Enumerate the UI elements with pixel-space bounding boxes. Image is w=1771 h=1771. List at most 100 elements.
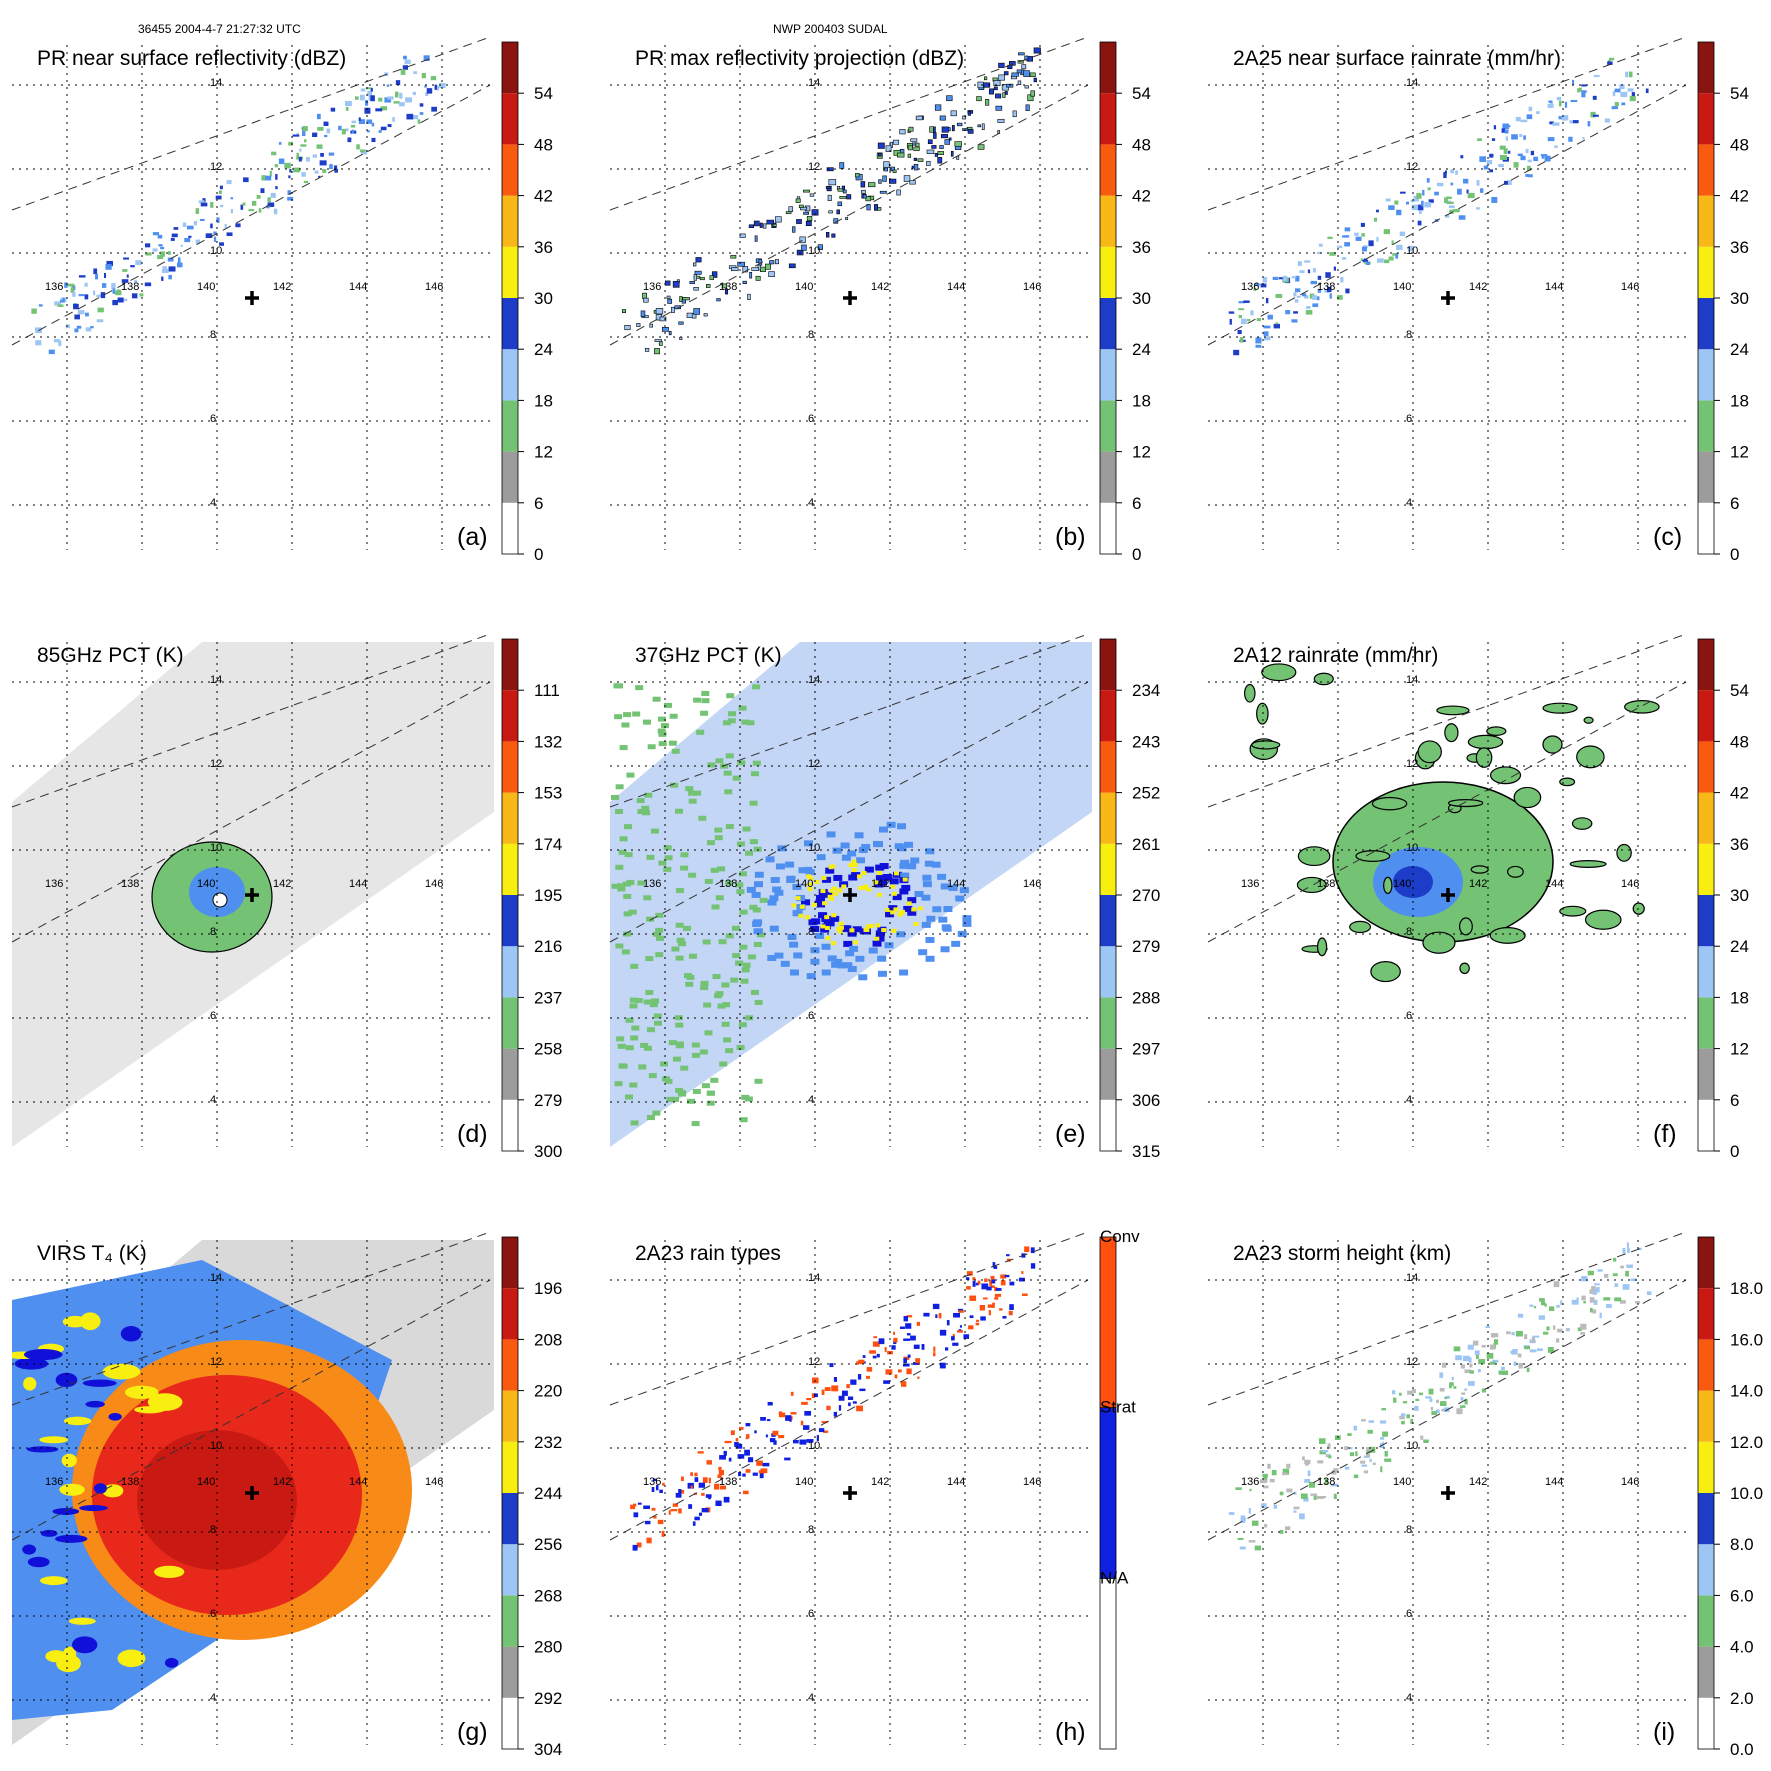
lon-label: 144 bbox=[1545, 1476, 1563, 1488]
colorbar-tick-label: 36 bbox=[1730, 238, 1749, 257]
colorbar-tick-label: 24 bbox=[1132, 340, 1151, 359]
colorbar-tick-label: 14.0 bbox=[1730, 1382, 1763, 1401]
colorbar-segment bbox=[1698, 639, 1714, 691]
panel-title: 2A25 near surface rainrate (mm/hr) bbox=[1233, 47, 1561, 70]
swath-edge-north bbox=[609, 633, 1089, 808]
panel-title: 2A12 rainrate (mm/hr) bbox=[1233, 644, 1438, 667]
colorbar-tick-label: 0.0 bbox=[1730, 1740, 1754, 1759]
colorbar-segment bbox=[502, 1048, 518, 1100]
colorbar-tick-label: 0 bbox=[1730, 545, 1739, 564]
swath-edge-north bbox=[609, 36, 1089, 211]
colorbar-segment bbox=[502, 946, 518, 998]
colorbar-tick-label: 258 bbox=[534, 1040, 562, 1059]
swath-edge-north bbox=[1207, 1231, 1687, 1406]
colorbar-tick-label: 48 bbox=[1132, 135, 1151, 154]
lon-label: 136 bbox=[643, 281, 661, 293]
lon-label: 144 bbox=[349, 1476, 367, 1488]
lat-label: 6 bbox=[210, 1608, 216, 1620]
lon-label: 140 bbox=[795, 878, 813, 890]
lat-label: 4 bbox=[808, 1094, 814, 1106]
colorbar-tick-label: 42 bbox=[1132, 187, 1151, 206]
lat-label: 10 bbox=[808, 1440, 820, 1452]
colorbar-segment bbox=[1100, 349, 1116, 401]
lon-label: 138 bbox=[719, 878, 737, 890]
lon-label: 140 bbox=[197, 878, 215, 890]
colorbar-segment bbox=[502, 349, 518, 401]
colorbar-tick-label: 54 bbox=[1730, 84, 1749, 103]
colorbar-tick-label: 2.0 bbox=[1730, 1689, 1754, 1708]
colorbar-tick-label: 195 bbox=[534, 886, 562, 905]
colorbar-label: Conv bbox=[1100, 1227, 1140, 1246]
lon-label: 136 bbox=[1241, 281, 1259, 293]
lat-label: 8 bbox=[1406, 1524, 1412, 1536]
colorbar-tick-label: 18 bbox=[534, 391, 553, 410]
colorbar-tick-label: 174 bbox=[534, 835, 562, 854]
lat-label: 14 bbox=[210, 674, 222, 686]
lon-label: 142 bbox=[1469, 878, 1487, 890]
colorbar-tick-label: 24 bbox=[1730, 937, 1749, 956]
colorbar-tick-label: 16.0 bbox=[1730, 1330, 1763, 1349]
lat-label: 12 bbox=[808, 758, 820, 770]
colorbar-tick-label: 6 bbox=[534, 494, 543, 513]
colorbar-tick-label: 153 bbox=[534, 784, 562, 803]
storm-center-marker bbox=[1441, 291, 1455, 305]
colorbar-tick-label: 292 bbox=[534, 1689, 562, 1708]
data-field bbox=[630, 1246, 1036, 1551]
lat-label: 12 bbox=[210, 758, 222, 770]
colorbar-segment bbox=[502, 246, 518, 298]
colorbar-segment bbox=[1698, 1441, 1714, 1493]
colorbar-label: N/A bbox=[1100, 1568, 1129, 1587]
colorbar-segment bbox=[502, 451, 518, 503]
colorbar-segment bbox=[1698, 1099, 1714, 1151]
lat-label: 8 bbox=[808, 1524, 814, 1536]
swath-edge-north bbox=[609, 1231, 1089, 1406]
lat-label: 10 bbox=[1406, 1440, 1418, 1452]
colorbar-segment bbox=[502, 93, 518, 145]
colorbar-tick-label: 54 bbox=[1132, 84, 1151, 103]
lon-label: 140 bbox=[795, 1476, 813, 1488]
swath-edge-north bbox=[11, 36, 491, 211]
lat-label: 8 bbox=[210, 1524, 216, 1536]
colorbar-tick-label: 4.0 bbox=[1730, 1638, 1754, 1657]
lat-label: 10 bbox=[210, 245, 222, 257]
colorbar-segment bbox=[1100, 298, 1116, 350]
colorbar-tick-label: 279 bbox=[1132, 937, 1160, 956]
colorbar-label: Strat bbox=[1100, 1398, 1136, 1417]
colorbar-tick-label: 234 bbox=[1132, 681, 1160, 700]
lon-label: 142 bbox=[871, 1476, 889, 1488]
panel-tag: (a) bbox=[457, 523, 488, 551]
colorbar-segment bbox=[502, 895, 518, 947]
lon-label: 144 bbox=[1545, 281, 1563, 293]
colorbar-tick-label: 36 bbox=[1730, 835, 1749, 854]
panel-tag: (g) bbox=[457, 1718, 488, 1746]
colorbar-segment bbox=[1698, 1288, 1714, 1340]
colorbar-tick-label: 0 bbox=[1730, 1142, 1739, 1161]
colorbar-tick-label: 256 bbox=[534, 1535, 562, 1554]
lon-label: 146 bbox=[1621, 878, 1639, 890]
lon-label: 144 bbox=[1545, 878, 1563, 890]
lat-label: 14 bbox=[808, 77, 820, 89]
colorbar-segment bbox=[1698, 1595, 1714, 1647]
colorbar-segment bbox=[1099, 1407, 1117, 1579]
lon-label: 136 bbox=[643, 1476, 661, 1488]
colorbar-tick-label: 30 bbox=[1730, 289, 1749, 308]
colorbar-tick-label: 220 bbox=[534, 1382, 562, 1401]
lon-label: 142 bbox=[273, 281, 291, 293]
lon-label: 140 bbox=[197, 281, 215, 293]
colorbar-segment bbox=[1100, 690, 1116, 742]
colorbar-tick-label: 18.0 bbox=[1730, 1279, 1763, 1298]
colorbar-tick-label: 36 bbox=[1132, 238, 1151, 257]
colorbar-segment bbox=[502, 1493, 518, 1545]
colorbar-tick-label: 132 bbox=[534, 732, 562, 751]
lon-label: 136 bbox=[45, 878, 63, 890]
lat-label: 8 bbox=[808, 329, 814, 341]
colorbar-segment bbox=[1698, 792, 1714, 844]
lon-label: 140 bbox=[197, 1476, 215, 1488]
lat-label: 4 bbox=[210, 497, 216, 509]
panel-tag: (i) bbox=[1653, 1718, 1675, 1746]
colorbar-tick-label: 297 bbox=[1132, 1040, 1160, 1059]
colorbar-segment bbox=[502, 843, 518, 895]
colorbar-segment bbox=[1698, 1390, 1714, 1442]
lat-label: 4 bbox=[1406, 497, 1412, 509]
